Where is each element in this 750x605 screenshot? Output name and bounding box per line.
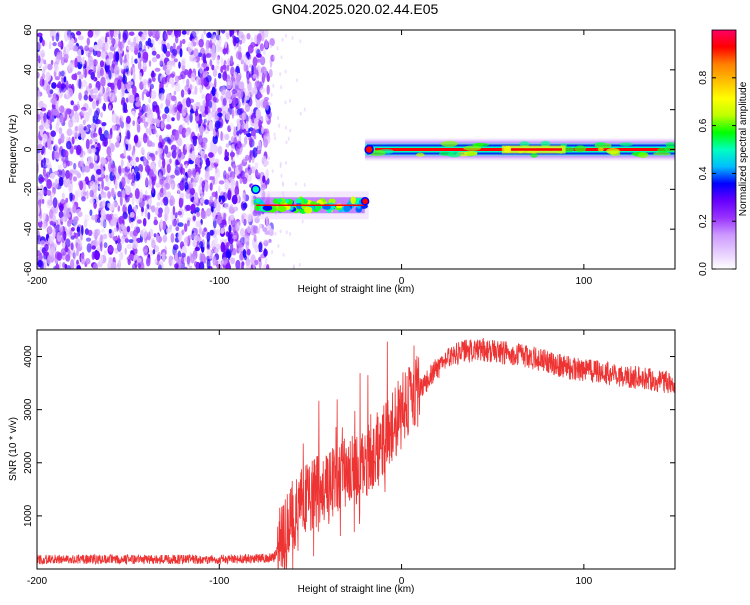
spectrogram-y-tick-label: 0: [23, 146, 34, 152]
spectrogram-y-tick-label: 20: [23, 104, 34, 116]
colorbar-tick-label: 0.6: [698, 118, 709, 132]
spectrogram-x-tick-label: 0: [399, 276, 405, 287]
spectrogram-y-tick-label: 60: [23, 24, 34, 36]
colorbar-ticks: 0.0 0.2 0.4 0.6 0.8: [698, 70, 736, 276]
spectrogram-y-label: Frequency (Hz): [8, 115, 19, 184]
snr-panel: -200 -100 0 100 1000 2000 3000 4000 Height of …: [8, 329, 676, 595]
colorbar: 0.0 0.2 0.4 0.6 0.8 Normalized spectral ampl…: [698, 29, 749, 276]
snr-y-ticks: 1000 2000 3000 4000: [23, 345, 675, 527]
snr-frame: [36, 329, 676, 570]
snr-x-tick-label: -100: [209, 576, 229, 587]
spectrogram-y-tick-label: -40: [23, 222, 34, 237]
spectrogram-y-tick-label: -60: [23, 261, 34, 276]
colorbar-label: Normalized spectral amplitude: [738, 81, 749, 216]
snr-x-tick-label: 0: [399, 576, 405, 587]
colorbar-tick-label: 0.2: [698, 214, 709, 228]
snr-y-tick-label: 4000: [23, 345, 34, 368]
spectrogram-x-tick-label: -200: [27, 276, 47, 287]
spectrogram-y-tick-label: 40: [23, 64, 34, 76]
spectrogram-image: [37, 30, 675, 269]
spectrogram-y-ticks: -60 -40 -20 0 20 40 60: [23, 24, 675, 276]
snr-y-tick-label: 1000: [23, 504, 34, 527]
spectrogram-x-ticks: -200 -100 0 100: [27, 30, 593, 287]
snr-y-tick-label: 2000: [23, 451, 34, 474]
colorbar-scale: [711, 29, 737, 270]
noise-region: [37, 30, 306, 269]
colorbar-tick-label: 0.0: [698, 262, 709, 276]
spectrogram-x-tick-label: -100: [209, 276, 229, 287]
snr-y-label: SNR (10 * v/v): [8, 417, 19, 481]
spectrogram-x-label: Height of straight line (km): [298, 284, 415, 295]
spectrogram-x-tick-label: 100: [576, 276, 593, 287]
snr-x-tick-label: 100: [576, 576, 593, 587]
snr-x-label: Height of straight line (km): [298, 584, 415, 595]
colorbar-tick-label: 0.8: [698, 70, 709, 84]
snr-y-tick-label: 3000: [23, 398, 34, 421]
snr-x-tick-label: -200: [27, 576, 47, 587]
low-frequency-band: [250, 184, 370, 220]
main-frequency-band: [364, 137, 675, 162]
snr-series-line: [37, 337, 675, 569]
snr-plot-area: [37, 337, 675, 569]
snr-x-ticks: -200 -100 0 100: [27, 330, 593, 587]
figure-title: GN04.2025.020.02.44.E05: [272, 1, 439, 17]
spectrogram-y-tick-label: -20: [23, 182, 34, 197]
colorbar-tick-label: 0.4: [698, 166, 709, 180]
